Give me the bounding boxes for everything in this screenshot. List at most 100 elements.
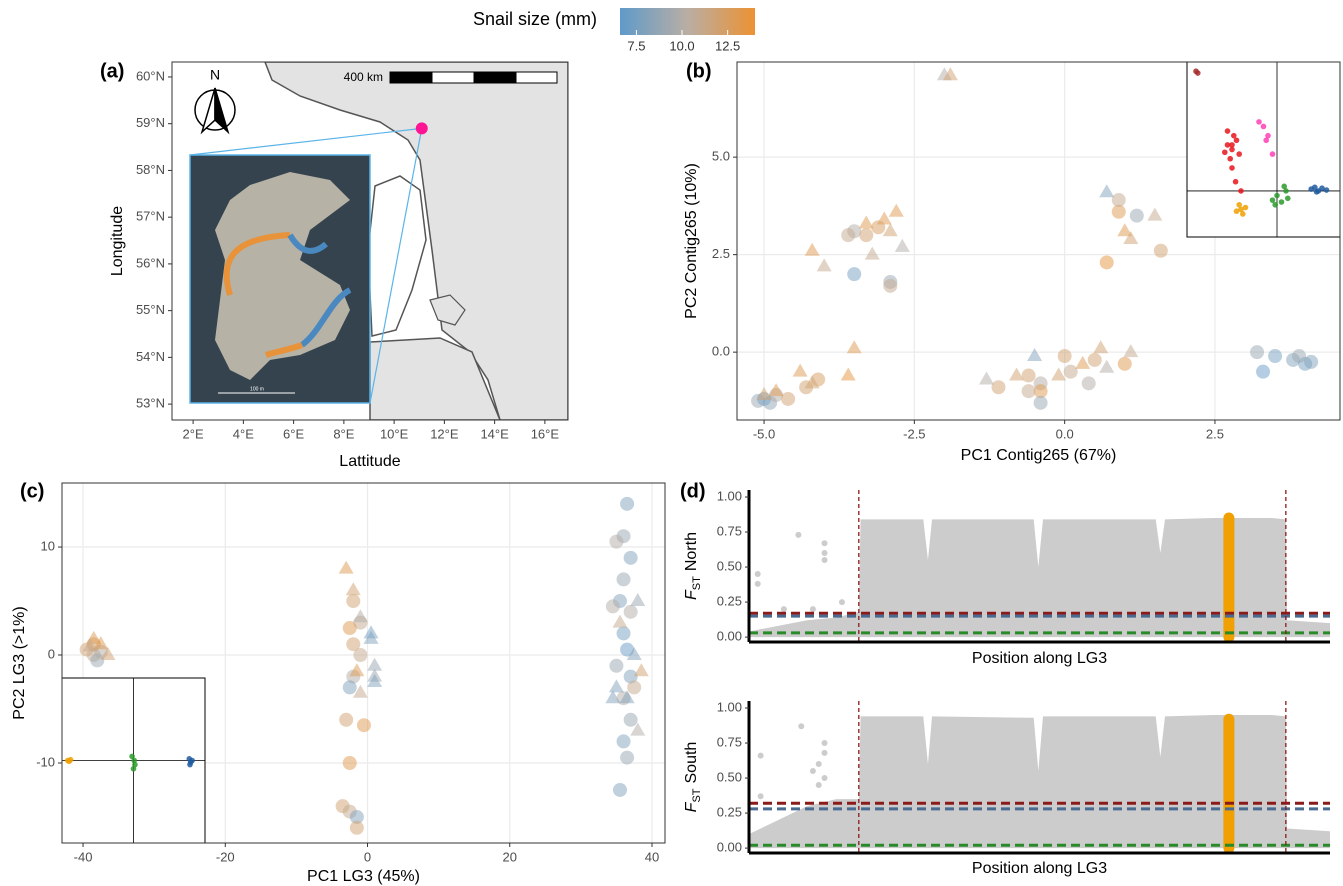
inset-point bbox=[129, 753, 135, 760]
point bbox=[1093, 340, 1109, 354]
point bbox=[352, 609, 368, 623]
point bbox=[816, 258, 832, 272]
inset-point bbox=[1232, 178, 1239, 185]
fst-point bbox=[821, 749, 828, 756]
point bbox=[847, 267, 862, 282]
point bbox=[619, 690, 635, 704]
legend-title: Snail size (mm) bbox=[473, 9, 597, 29]
point bbox=[1033, 395, 1048, 410]
fst-point bbox=[821, 550, 828, 557]
inset-point bbox=[1231, 132, 1237, 139]
point bbox=[876, 211, 892, 225]
inset-point bbox=[1260, 123, 1267, 130]
connector bbox=[369, 128, 423, 404]
fst-point bbox=[815, 761, 822, 768]
x-tick-label: -5.0 bbox=[753, 426, 775, 441]
point bbox=[367, 674, 383, 688]
inset-point bbox=[1238, 206, 1244, 213]
point bbox=[858, 215, 874, 229]
y-axis-label: Longitude bbox=[109, 206, 126, 276]
grid bbox=[62, 483, 665, 843]
point bbox=[1099, 359, 1115, 373]
y-axis-label: FST North bbox=[683, 532, 703, 600]
y-tick-label: 56°N bbox=[136, 255, 165, 270]
point bbox=[942, 67, 958, 81]
inset-point bbox=[1236, 201, 1242, 208]
inset-point bbox=[1227, 155, 1233, 162]
inset-point bbox=[187, 761, 193, 768]
inset-point bbox=[1283, 188, 1289, 194]
scale-segment bbox=[515, 71, 558, 84]
inset-point bbox=[1236, 151, 1242, 157]
point bbox=[605, 599, 620, 614]
point bbox=[1063, 364, 1078, 379]
y-tick-label: 55°N bbox=[136, 302, 165, 317]
point bbox=[349, 663, 365, 677]
point bbox=[612, 614, 628, 628]
inset-point bbox=[1224, 128, 1231, 134]
point bbox=[605, 690, 621, 704]
colorbar-tick-label: 7.5 bbox=[627, 38, 645, 53]
point bbox=[627, 680, 642, 695]
y-axis-label-suffix: South bbox=[683, 742, 700, 784]
fst-point bbox=[809, 606, 816, 613]
point bbox=[339, 712, 354, 727]
y-tick-label: 58°N bbox=[136, 162, 165, 177]
point bbox=[894, 238, 910, 252]
inset-point bbox=[1313, 189, 1320, 195]
y-tick-label: 59°N bbox=[136, 115, 165, 130]
fst-point bbox=[838, 599, 845, 606]
grid bbox=[737, 62, 1340, 420]
panel-label: (d) bbox=[680, 480, 706, 502]
point bbox=[1033, 384, 1048, 399]
scale-segment bbox=[431, 71, 475, 84]
inset-point bbox=[1274, 192, 1280, 199]
inset-point bbox=[189, 757, 195, 764]
point bbox=[1147, 207, 1163, 221]
x-tick-label: -40 bbox=[74, 849, 93, 864]
y-tick-label: 0.75 bbox=[717, 523, 742, 538]
x-tick-label: 6°E bbox=[283, 426, 304, 441]
x-tick-label: 40 bbox=[645, 849, 659, 864]
plot-frame bbox=[736, 61, 1341, 421]
point bbox=[1123, 231, 1139, 245]
point bbox=[616, 626, 631, 641]
point bbox=[612, 782, 627, 797]
x-tick-label: 16°E bbox=[531, 426, 560, 441]
fst-point bbox=[780, 606, 787, 613]
x-axis-label: Position along LG3 bbox=[972, 650, 1107, 667]
point bbox=[363, 625, 379, 639]
point bbox=[1153, 243, 1168, 258]
point bbox=[367, 657, 383, 671]
fst-point bbox=[815, 782, 822, 789]
point bbox=[882, 223, 898, 237]
y-tick-label: 0.25 bbox=[717, 594, 742, 609]
scale-segment bbox=[473, 71, 517, 84]
point bbox=[1021, 368, 1036, 383]
fst-point bbox=[757, 793, 764, 800]
x-tick-label: 4°E bbox=[233, 426, 254, 441]
point bbox=[100, 647, 116, 661]
y-tick-label: 0.50 bbox=[717, 558, 742, 573]
y-tick-label: 0.25 bbox=[717, 805, 742, 820]
point bbox=[345, 582, 361, 596]
inset-point bbox=[1281, 183, 1287, 190]
inset-point bbox=[1319, 185, 1325, 191]
point bbox=[768, 383, 784, 397]
point bbox=[1099, 255, 1114, 270]
inset-point bbox=[1265, 132, 1271, 139]
point bbox=[864, 246, 880, 260]
point bbox=[840, 367, 856, 381]
point bbox=[1250, 345, 1265, 360]
y-axis-label-sub: ST bbox=[691, 788, 703, 802]
x-tick-label: 10°E bbox=[380, 426, 409, 441]
point bbox=[342, 680, 357, 695]
y-axis-label-main: F bbox=[683, 801, 700, 812]
y-tick-label: 10 bbox=[41, 538, 55, 553]
point bbox=[623, 712, 638, 727]
x-tick-label: 20 bbox=[503, 849, 517, 864]
inset-point bbox=[1242, 204, 1249, 211]
fst-point bbox=[821, 775, 828, 782]
y-tick-label: -10 bbox=[36, 754, 55, 769]
